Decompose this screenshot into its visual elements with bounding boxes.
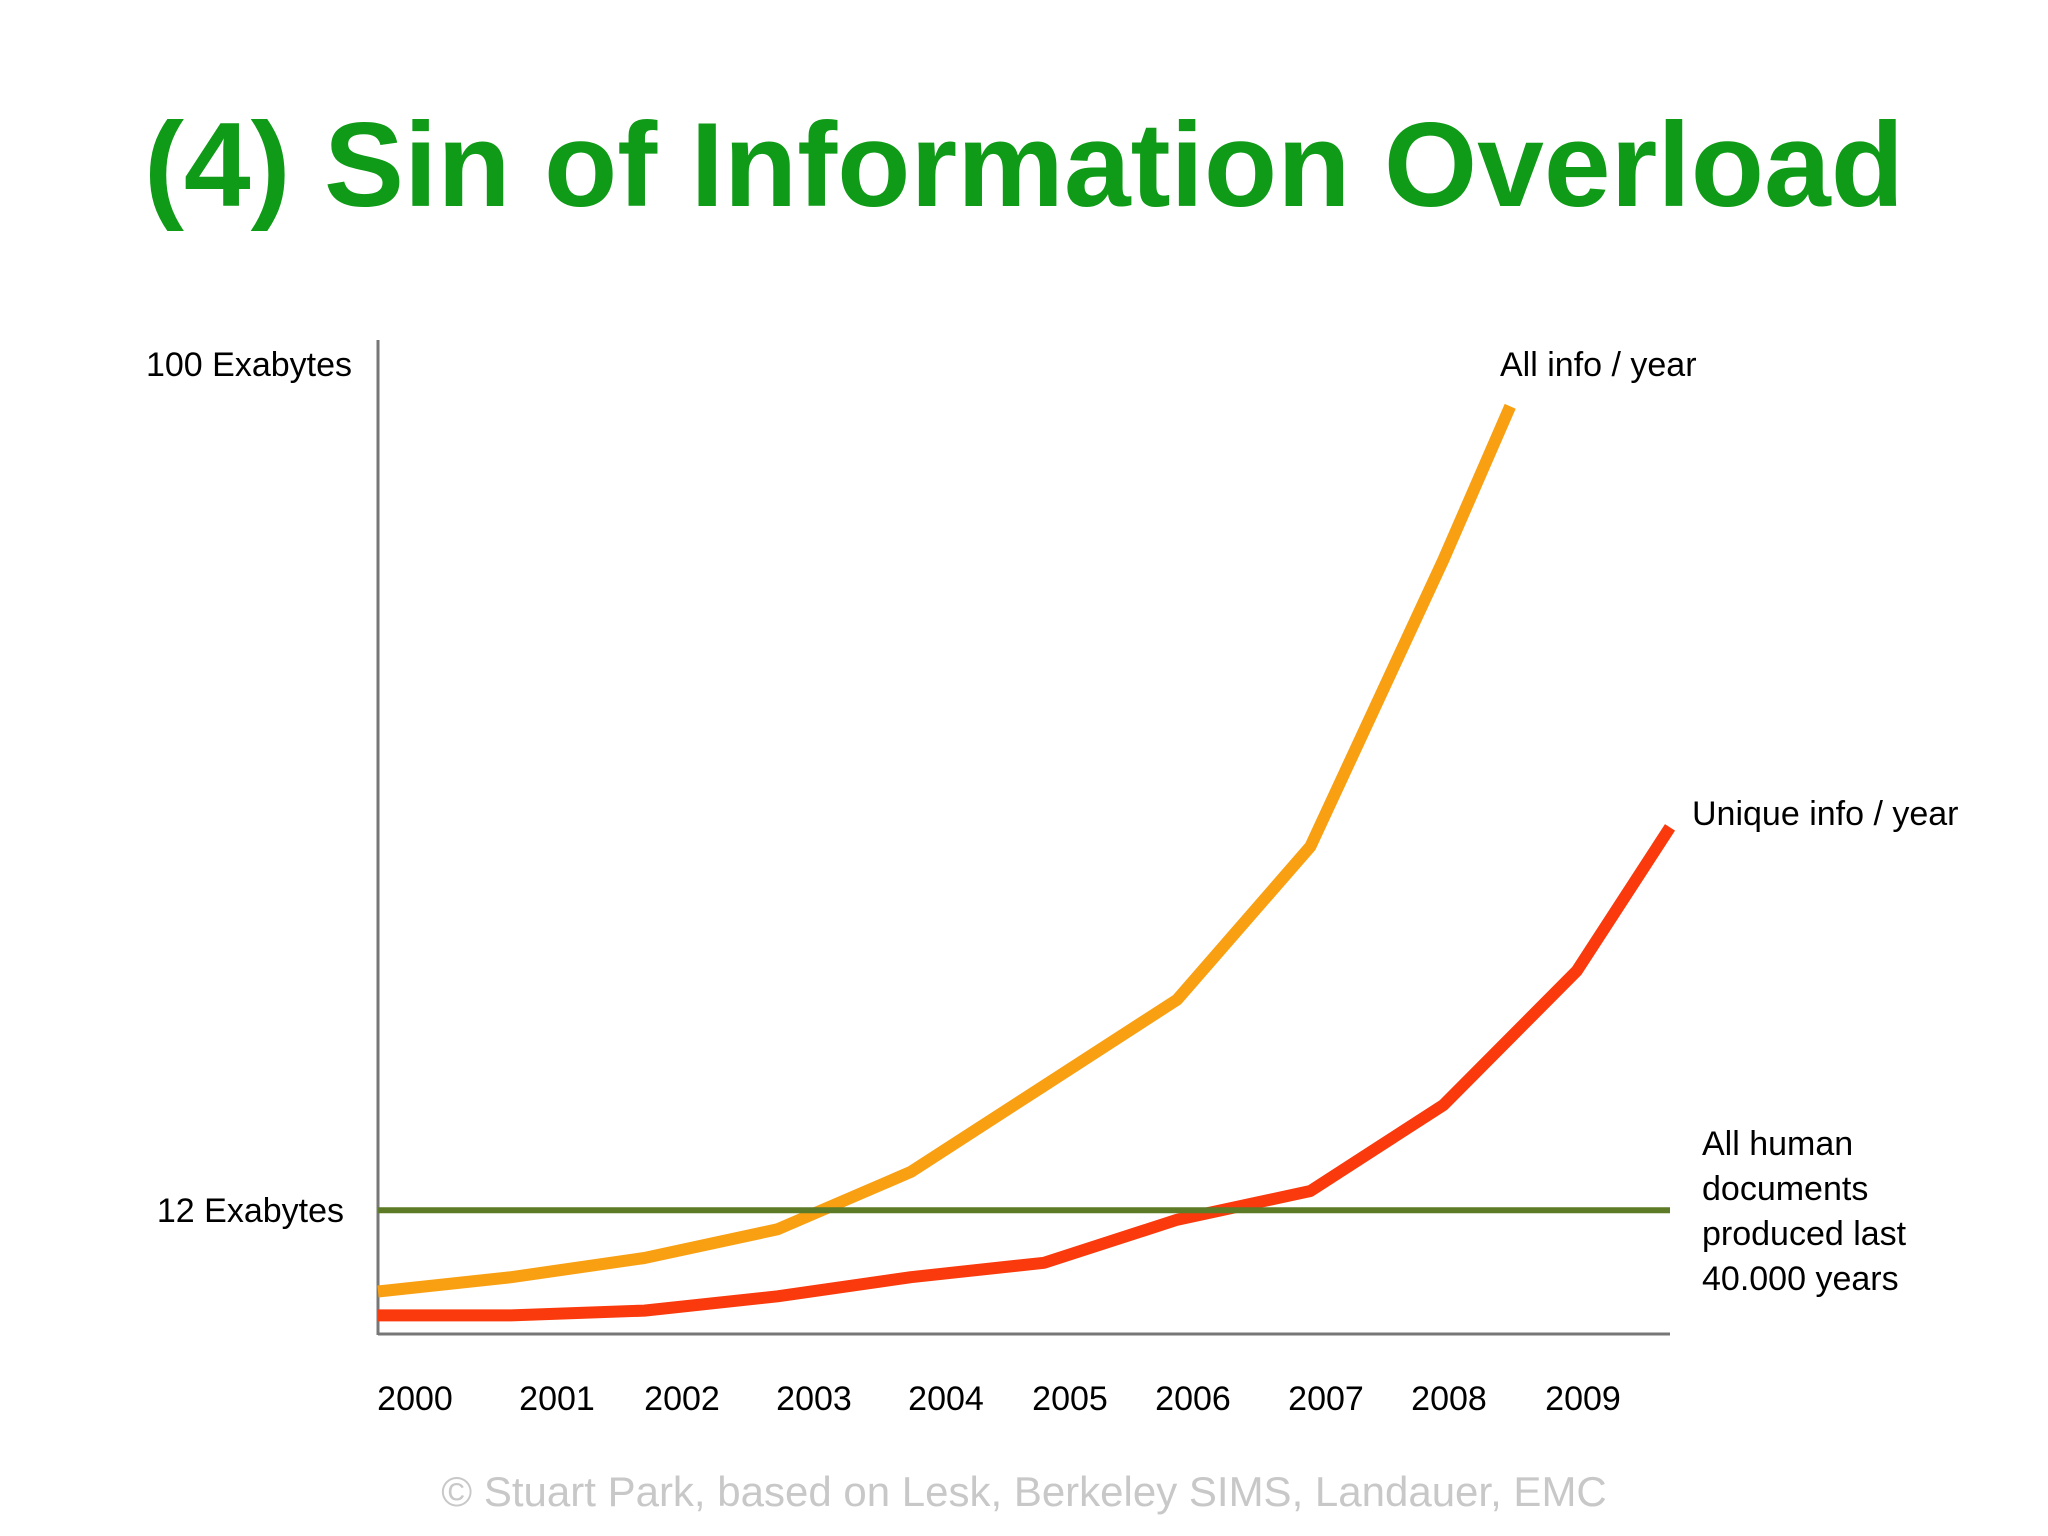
human-documents-label-line: All human: [1702, 1125, 1853, 1163]
y-tick-label: 12 Exabytes: [157, 1192, 344, 1230]
human-documents-label: All human documents produced last 40.000 ye…: [1702, 1125, 1907, 1298]
x-tick-label: 2008: [1411, 1380, 1487, 1418]
unique-info-line: [378, 824, 1676, 1322]
human-documents-label-line: documents: [1702, 1170, 1868, 1208]
all-info-label: All info / year: [1500, 346, 1697, 384]
x-tick-label: 2004: [908, 1380, 984, 1418]
all-info-line: [377, 403, 1516, 1298]
x-tick-label: 2002: [644, 1380, 720, 1418]
x-tick-label: 2000: [377, 1380, 453, 1418]
slide-credit: © Stuart Park, based on Lesk, Berkeley S…: [441, 1468, 1607, 1515]
human-documents-label-line: 40.000 years: [1702, 1260, 1899, 1298]
x-tick-label: 2007: [1288, 1380, 1364, 1418]
y-tick-label: 100 Exabytes: [146, 346, 352, 384]
slide-title: (4) Sin of Information Overload: [143, 98, 1905, 232]
x-tick-label: 2006: [1155, 1380, 1231, 1418]
x-tick-label: 2005: [1032, 1380, 1108, 1418]
x-tick-label: 2001: [519, 1380, 595, 1418]
human-documents-label-line: produced last: [1702, 1215, 1907, 1253]
x-tick-label: 2009: [1545, 1380, 1621, 1418]
unique-info-label: Unique info / year: [1692, 795, 1959, 833]
x-tick-label: 2003: [776, 1380, 852, 1418]
